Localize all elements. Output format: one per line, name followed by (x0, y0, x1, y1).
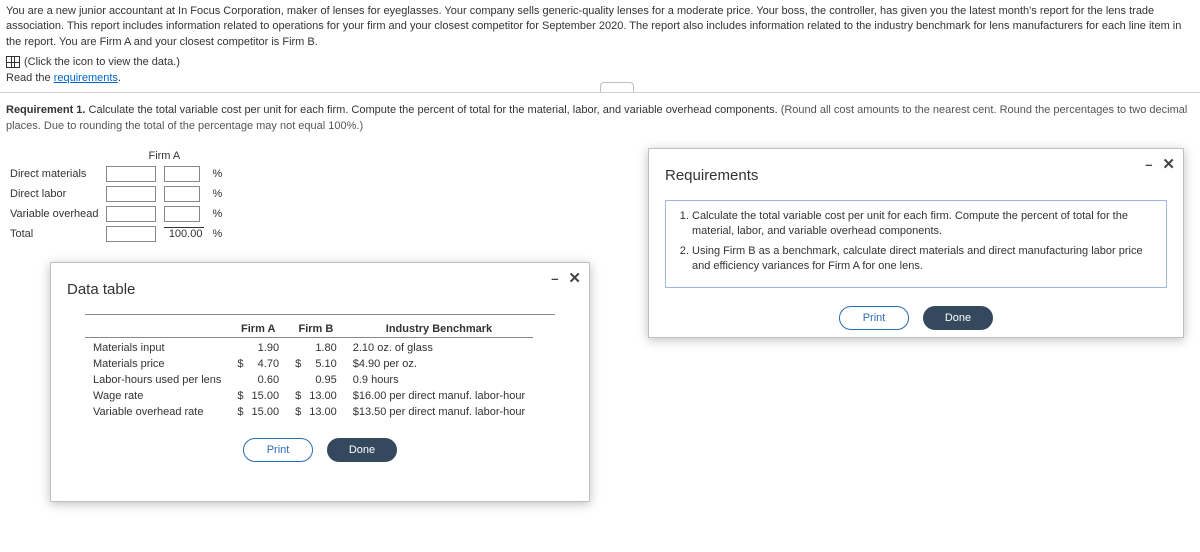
dt-curA: $ (229, 356, 243, 372)
table-row: Materials price$4.70$5.10$4.90 per oz. (85, 356, 533, 372)
dm-cost-input[interactable] (106, 166, 156, 182)
read-req-suffix: . (118, 72, 121, 84)
dt-valB: 13.00 (301, 388, 345, 404)
requirement-item: Calculate the total variable cost per un… (692, 209, 1156, 240)
close-icon[interactable]: ✕ (1162, 155, 1175, 173)
requirements-link[interactable]: requirements (54, 72, 118, 84)
dt-valB: 0.95 (301, 372, 345, 388)
dt-curA (229, 338, 243, 357)
requirements-modal: – ✕ Requirements Calculate the total var… (648, 148, 1184, 338)
done-button[interactable]: Done (327, 438, 397, 462)
dt-bench: $13.50 per direct manuf. labor-hour (345, 404, 533, 420)
data-modal-title: Data table (67, 281, 573, 298)
table-row: Total 100.00 % (6, 224, 226, 244)
dt-valA: 1.90 (244, 338, 288, 357)
dt-label: Labor-hours used per lens (85, 372, 229, 388)
dt-valA: 0.60 (244, 372, 288, 388)
row-label-voh: Variable overhead (6, 204, 102, 224)
dt-curA: $ (229, 404, 243, 420)
dt-bench: $16.00 per direct manuf. labor-hour (345, 388, 533, 404)
dt-valB: 13.00 (301, 404, 345, 420)
data-table-modal: – ✕ Data table Firm A Firm B Industry Be… (50, 262, 590, 502)
dt-curB: $ (287, 388, 301, 404)
dt-h3: Industry Benchmark (345, 321, 533, 338)
pct-symbol: % (208, 204, 226, 224)
table-row: Labor-hours used per lens 0.60 0.950.9 hou… (85, 372, 533, 388)
row-label-dl: Direct labor (6, 184, 102, 204)
dt-label: Variable overhead rate (85, 404, 229, 420)
dl-cost-input[interactable] (106, 186, 156, 202)
dm-pct-input[interactable] (164, 166, 200, 182)
print-button[interactable]: Print (243, 438, 313, 462)
dt-h1: Firm A (229, 321, 287, 338)
requirement1-label: Requirement 1. (6, 104, 85, 116)
table-row: Direct labor % (6, 184, 226, 204)
dt-curA: $ (229, 388, 243, 404)
view-data-hint: (Click the icon to view the data.) (24, 56, 180, 68)
requirement-item: Using Firm B as a benchmark, calculate d… (692, 244, 1156, 275)
voh-cost-input[interactable] (106, 206, 156, 222)
dt-label: Materials price (85, 356, 229, 372)
minimize-icon[interactable]: – (1145, 157, 1152, 172)
grid-icon[interactable] (6, 56, 20, 68)
dt-curA (229, 372, 243, 388)
dt-h2: Firm B (287, 321, 345, 338)
dt-curB (287, 372, 301, 388)
table-row: Direct materials % (6, 164, 226, 184)
data-table: Firm A Firm B Industry Benchmark Materia… (85, 321, 533, 420)
total-pct-value: 100.00 (164, 227, 204, 240)
dt-bench: 2.10 oz. of glass (345, 338, 533, 357)
done-button[interactable]: Done (923, 306, 993, 330)
pct-symbol: % (208, 224, 226, 244)
dl-pct-input[interactable] (164, 186, 200, 202)
dt-bench: $4.90 per oz. (345, 356, 533, 372)
decorative-bracket (600, 82, 634, 92)
close-icon[interactable]: ✕ (568, 269, 581, 287)
table-row: Variable overhead rate$15.00$13.00$13.50… (85, 404, 533, 420)
pct-symbol: % (208, 184, 226, 204)
dt-valA: 15.00 (244, 404, 288, 420)
pct-symbol: % (208, 164, 226, 184)
dt-label: Materials input (85, 338, 229, 357)
dt-h0 (85, 321, 229, 338)
calc-header-firm-a: Firm A (102, 148, 226, 164)
dt-valB: 1.80 (301, 338, 345, 357)
minimize-icon[interactable]: – (551, 271, 558, 286)
intro-paragraph: You are a new junior accountant at In Fo… (6, 4, 1194, 50)
dt-curB: $ (287, 404, 301, 420)
dt-bench: 0.9 hours (345, 372, 533, 388)
row-label-dm: Direct materials (6, 164, 102, 184)
separator (0, 92, 1200, 93)
req-modal-title: Requirements (665, 167, 1167, 184)
voh-pct-input[interactable] (164, 206, 200, 222)
table-row: Wage rate$15.00$13.00$16.00 per direct m… (85, 388, 533, 404)
dt-label: Wage rate (85, 388, 229, 404)
total-cost-input[interactable] (106, 226, 156, 242)
requirements-box: Calculate the total variable cost per un… (665, 200, 1167, 288)
requirement1-text: Calculate the total variable cost per un… (85, 104, 780, 116)
dt-curB: $ (287, 356, 301, 372)
read-req-prefix: Read the (6, 72, 54, 84)
row-label-total: Total (6, 224, 102, 244)
dt-valB: 5.10 (301, 356, 345, 372)
dt-curB (287, 338, 301, 357)
table-top-rule (85, 314, 555, 315)
table-row: Variable overhead % (6, 204, 226, 224)
dt-valA: 15.00 (244, 388, 288, 404)
calc-table: Firm A Direct materials % Direct labor %… (6, 148, 226, 244)
table-row: Materials input 1.90 1.802.10 oz. of glass (85, 338, 533, 357)
dt-valA: 4.70 (244, 356, 288, 372)
print-button[interactable]: Print (839, 306, 909, 330)
